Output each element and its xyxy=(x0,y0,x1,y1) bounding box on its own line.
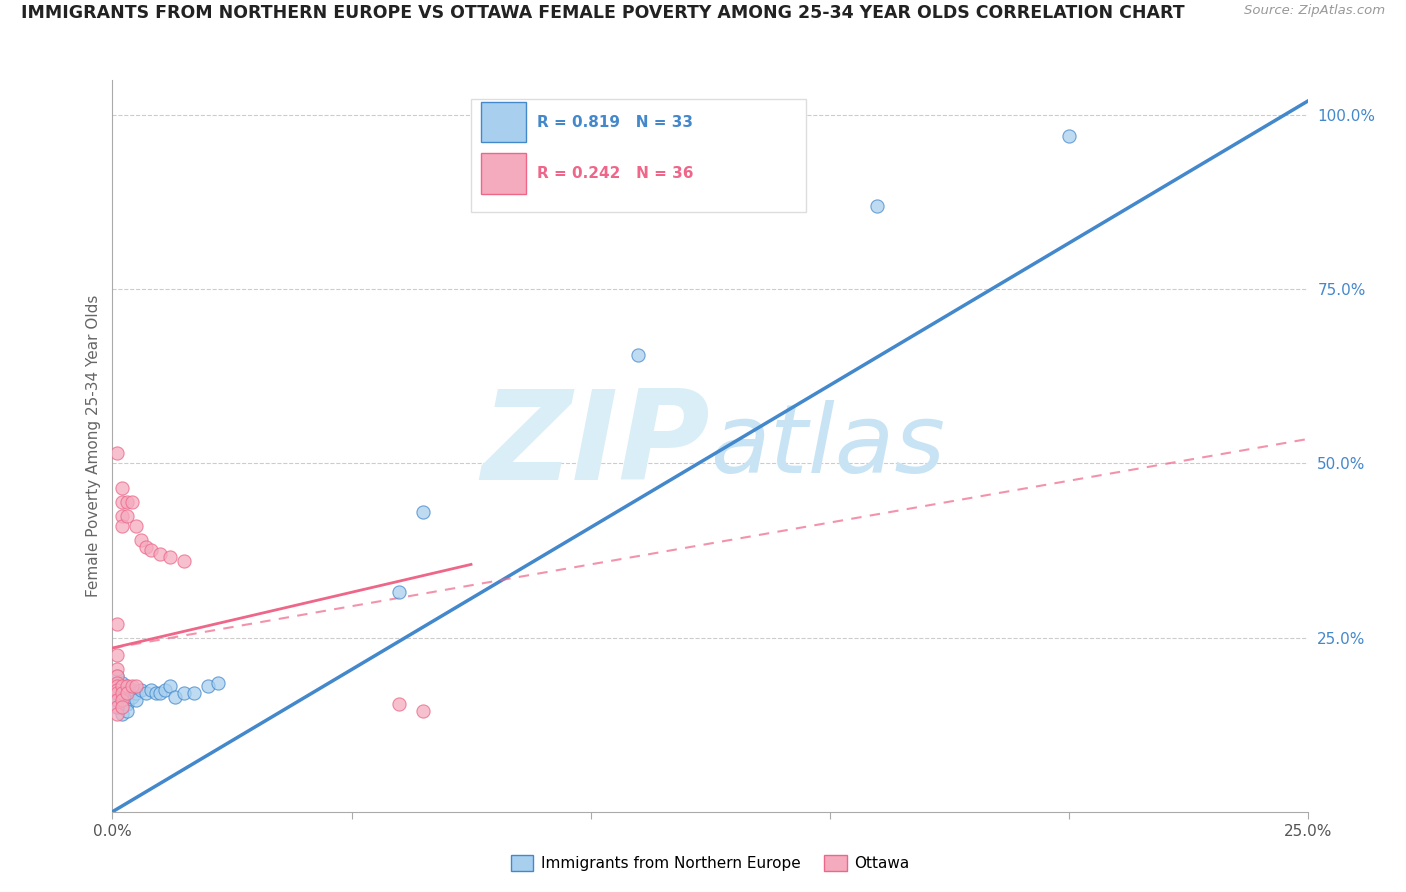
Point xyxy=(412,505,434,519)
Text: IMMIGRANTS FROM NORTHERN EUROPE VS OTTAWA FEMALE POVERTY AMONG 25-34 YEAR OLDS C: IMMIGRANTS FROM NORTHERN EUROPE VS OTTAW… xyxy=(21,4,1185,22)
Point xyxy=(105,662,128,676)
Point xyxy=(135,686,157,700)
Point xyxy=(153,682,176,697)
Point xyxy=(115,508,138,523)
Point xyxy=(105,686,128,700)
Point xyxy=(149,547,172,561)
Point xyxy=(115,704,138,718)
Point xyxy=(173,554,195,568)
Point xyxy=(105,700,128,714)
Point xyxy=(145,686,167,700)
Point xyxy=(105,700,128,714)
Point xyxy=(111,676,134,690)
Point xyxy=(121,679,143,693)
Point xyxy=(163,690,186,704)
FancyBboxPatch shape xyxy=(471,99,806,212)
Point xyxy=(111,707,134,722)
Point xyxy=(111,700,134,714)
Point xyxy=(125,686,148,700)
Point xyxy=(121,682,143,697)
Point xyxy=(111,686,134,700)
Point xyxy=(105,616,128,631)
Point xyxy=(183,686,205,700)
Point xyxy=(135,540,157,554)
Point xyxy=(105,669,128,683)
Point xyxy=(105,682,128,697)
Point xyxy=(111,690,134,704)
Point xyxy=(111,693,134,707)
Point xyxy=(129,533,152,547)
Point xyxy=(173,686,195,700)
FancyBboxPatch shape xyxy=(481,153,526,194)
Point xyxy=(388,585,411,599)
Text: ZIP: ZIP xyxy=(481,385,710,507)
Point xyxy=(129,682,152,697)
Point xyxy=(207,676,229,690)
Point xyxy=(105,707,128,722)
Point xyxy=(125,519,148,533)
Point xyxy=(388,697,411,711)
Point xyxy=(115,697,138,711)
Point xyxy=(105,676,128,690)
Point xyxy=(115,686,138,700)
Point xyxy=(159,550,181,565)
Point xyxy=(111,679,134,693)
Point xyxy=(105,682,128,697)
Point xyxy=(105,669,128,683)
Point xyxy=(115,693,138,707)
Point xyxy=(139,682,162,697)
Point xyxy=(159,679,181,693)
Text: atlas: atlas xyxy=(710,400,945,492)
Point xyxy=(197,679,219,693)
Point xyxy=(111,519,134,533)
Point xyxy=(111,481,134,495)
Point xyxy=(627,348,650,362)
Text: R = 0.242   N = 36: R = 0.242 N = 36 xyxy=(537,167,693,181)
Point xyxy=(105,693,128,707)
Point xyxy=(1057,128,1080,143)
Point xyxy=(121,690,143,704)
Point xyxy=(125,693,148,707)
Point xyxy=(105,693,128,707)
Point xyxy=(111,508,134,523)
Point xyxy=(125,679,148,693)
Point xyxy=(149,686,172,700)
Point xyxy=(115,679,138,693)
Point xyxy=(139,543,162,558)
Point xyxy=(866,199,889,213)
Point xyxy=(115,494,138,508)
Text: Source: ZipAtlas.com: Source: ZipAtlas.com xyxy=(1244,4,1385,18)
Text: R = 0.819   N = 33: R = 0.819 N = 33 xyxy=(537,115,693,130)
Point xyxy=(111,700,134,714)
Point xyxy=(115,679,138,693)
Point xyxy=(111,494,134,508)
Point xyxy=(105,679,128,693)
Point xyxy=(105,446,128,460)
Point xyxy=(121,494,143,508)
Y-axis label: Female Poverty Among 25-34 Year Olds: Female Poverty Among 25-34 Year Olds xyxy=(86,295,101,597)
Legend: Immigrants from Northern Europe, Ottawa: Immigrants from Northern Europe, Ottawa xyxy=(505,849,915,877)
Point xyxy=(105,648,128,662)
FancyBboxPatch shape xyxy=(481,103,526,143)
Point xyxy=(412,704,434,718)
